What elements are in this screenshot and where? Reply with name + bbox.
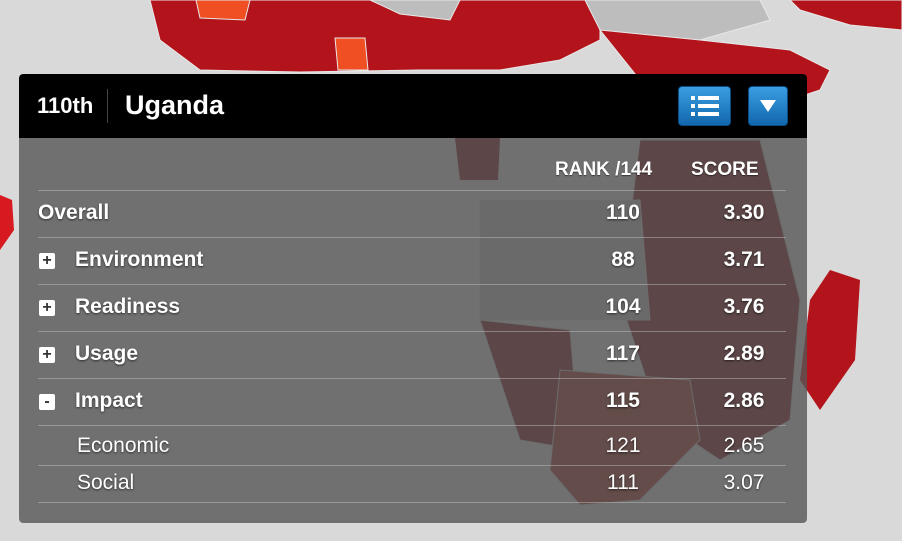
row-label: Environment [75,248,204,271]
row-label: Overall [38,201,110,224]
map-region-orange-2 [334,37,369,71]
list-view-button[interactable] [678,86,731,126]
expand-icon[interactable]: + [39,253,55,269]
table-row: Social 111 3.07 [38,465,786,503]
row-rank: 110 [606,201,640,224]
table-row: Economic 121 2.65 [38,425,786,465]
table-row[interactable]: + Environment 88 3.71 [38,237,786,284]
table-row[interactable]: - Impact 115 2.86 [38,378,786,425]
map-region-arabia [789,0,902,31]
table-row: Overall 110 3.30 [38,190,786,237]
map-region-west [0,195,14,250]
row-label: Usage [75,342,139,365]
row-rank: 104 [605,295,641,318]
table-row[interactable]: + Readiness 104 3.76 [38,284,786,331]
row-score: 3.30 [723,201,765,224]
row-rank: 121 [605,434,641,457]
row-label: Social [77,471,135,494]
row-rank: 117 [606,342,640,365]
header-divider [107,89,108,123]
score-table: RANK /144 SCORE Overall 110 3.30 + Envir… [19,138,807,523]
map-region-orange-1 [195,0,251,21]
country-name: Uganda [125,90,225,120]
map-region-madagascar [800,270,860,410]
collapse-icon[interactable]: - [39,394,55,410]
expand-icon[interactable]: + [39,300,55,316]
triangle-down-icon [760,100,776,112]
row-label: Impact [75,389,143,412]
list-icon [690,96,719,116]
row-score: 3.07 [723,471,765,494]
row-label: Readiness [75,295,181,318]
row-rank: 115 [606,389,640,412]
row-score: 2.86 [723,389,765,412]
column-header-score: SCORE [691,159,759,180]
row-score: 2.89 [723,342,765,365]
country-rank: 110th [37,93,94,118]
row-score: 3.76 [723,295,765,318]
row-score: 2.65 [723,434,765,457]
table-row[interactable]: + Usage 117 2.89 [38,331,786,378]
dropdown-button[interactable] [748,86,788,126]
panel-header: 110th Uganda [19,74,807,138]
column-header-rank: RANK /144 [555,159,653,180]
country-panel: 110th Uganda RANK /144 SCORE Overall 110 [19,74,807,523]
map-region-gray-top [369,0,461,21]
row-label: Economic [77,434,170,457]
row-rank: 111 [607,471,639,494]
expand-icon[interactable]: + [39,347,55,363]
row-rank: 88 [611,248,635,271]
row-score: 3.71 [723,248,765,271]
